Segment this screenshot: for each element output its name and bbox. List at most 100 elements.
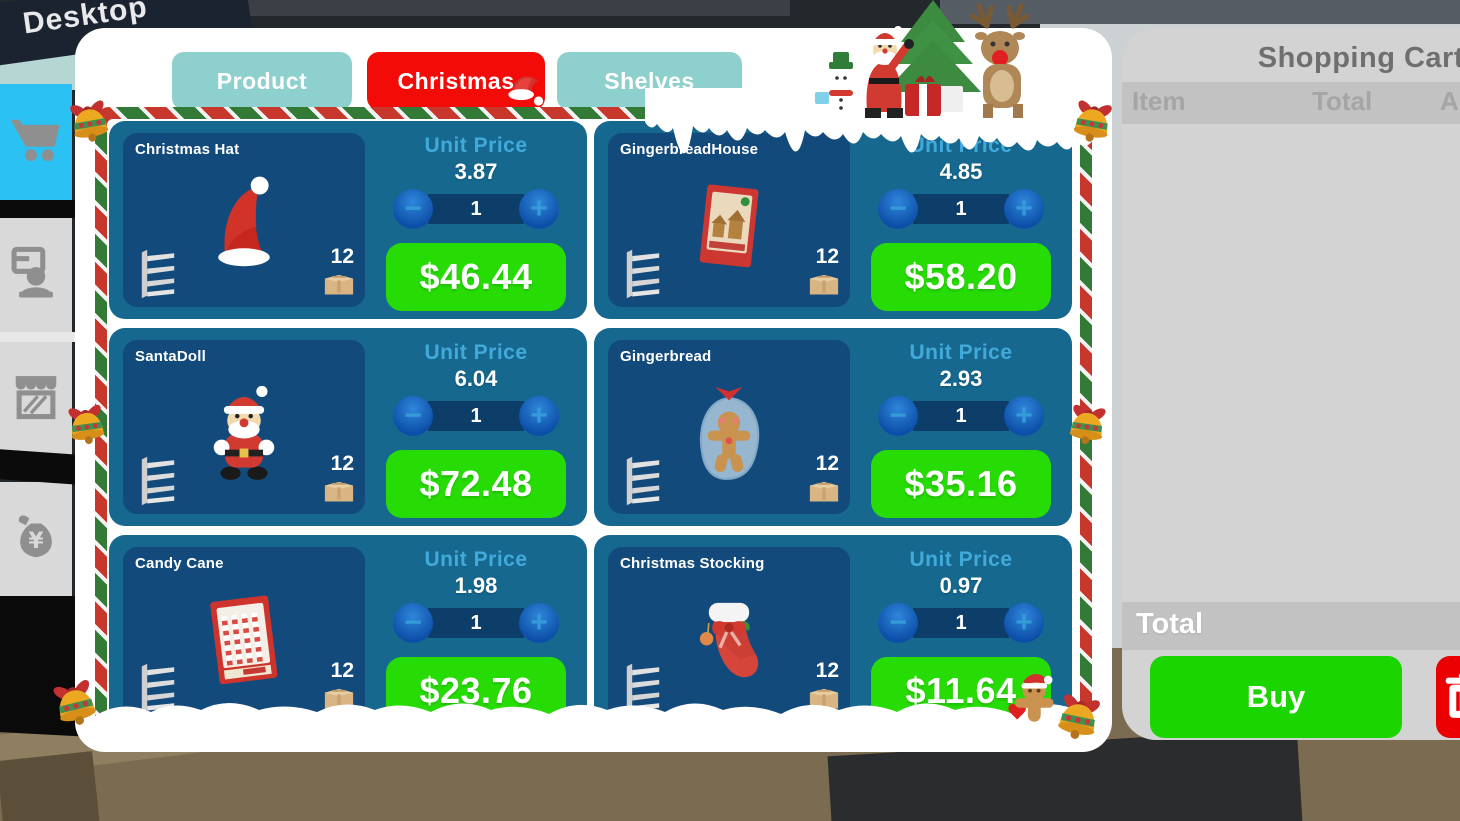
plus-icon: + [1015, 606, 1033, 639]
buy-item-price-button[interactable]: $46.44 [386, 243, 566, 311]
product-card: Christmas Hat 12 Unit Price 3.87 − 1 + $… [109, 121, 587, 319]
price-section: Unit Price 1.98 − 1 + $23.76 [365, 535, 587, 725]
box-icon [806, 268, 842, 298]
buy-item-price-button[interactable]: $58.20 [871, 243, 1051, 311]
increase-quantity-button[interactable]: + [1004, 603, 1044, 643]
product-name: Christmas Hat [135, 141, 240, 158]
stock-count: 12 [815, 452, 839, 475]
plus-icon: + [530, 192, 548, 225]
decrease-quantity-button[interactable]: − [878, 603, 918, 643]
decrease-quantity-button[interactable]: − [393, 603, 433, 643]
shelf-icon [616, 661, 670, 715]
quantity-value: 1 [913, 608, 1009, 638]
tab[interactable]: Christmas [367, 52, 545, 110]
decrease-quantity-button[interactable]: − [878, 189, 918, 229]
unit-price-value: 3.87 [454, 159, 498, 184]
clear-cart-button[interactable] [1436, 656, 1460, 738]
unit-price-value: 0.97 [939, 573, 983, 598]
shelf-icon [131, 247, 185, 301]
cart-header-row: Item Total A [1122, 82, 1460, 124]
product-card: Gingerbread 12 Unit Price 2.93 − 1 + $35… [594, 328, 1072, 526]
quantity-value: 1 [913, 401, 1009, 431]
tab[interactable]: Product [172, 52, 352, 110]
stock-indicator: 12 [321, 660, 357, 717]
stock-indicator: 12 [806, 660, 842, 717]
product-grid: Christmas Hat 12 Unit Price 3.87 − 1 + $… [109, 121, 1078, 725]
increase-quantity-button[interactable]: + [1004, 189, 1044, 229]
cart-icon [9, 113, 63, 172]
minus-icon: − [404, 606, 422, 639]
tab-label: Product [216, 67, 308, 94]
quantity-value: 1 [428, 194, 524, 224]
sidebar-button[interactable] [0, 218, 72, 332]
candy-stripe-frame: Christmas Hat 12 Unit Price 3.87 − 1 + $… [95, 107, 1092, 737]
product-tile: SantaDoll 12 [123, 340, 365, 514]
product-name: Candy Cane [135, 555, 224, 572]
price-section: Unit Price 0.97 − 1 + $11.64 [850, 535, 1072, 725]
tab-label: Shelves [604, 67, 695, 94]
sidebar-button[interactable] [0, 342, 72, 458]
product-tile: Christmas Stocking 12 [608, 547, 850, 721]
plus-icon: + [1015, 399, 1033, 432]
buy-item-price-button[interactable]: $23.76 [386, 657, 566, 725]
buy-item-price-button[interactable]: $11.64 [871, 657, 1051, 725]
sidebar-button[interactable]: ¥ [0, 482, 72, 596]
quantity-value: 1 [428, 608, 524, 638]
box-icon [321, 268, 357, 298]
plus-icon: + [1015, 192, 1033, 225]
buy-item-price-button[interactable]: $72.48 [386, 450, 566, 518]
unit-price-value: 6.04 [454, 366, 498, 391]
cart-total-band: Total [1122, 602, 1460, 650]
buy-item-price-button[interactable]: $35.16 [871, 450, 1051, 518]
unit-price-label: Unit Price [909, 341, 1013, 364]
minus-icon: − [404, 192, 422, 225]
product-tile: Christmas Hat 12 [123, 133, 365, 307]
unit-price-value: 2.93 [939, 366, 983, 391]
increase-quantity-button[interactable]: + [519, 396, 559, 436]
shelf-icon [131, 454, 185, 508]
buy-button[interactable]: Buy [1150, 656, 1402, 738]
increase-quantity-button[interactable]: + [1004, 396, 1044, 436]
shelf-icon [131, 661, 185, 715]
product-tile: Gingerbread 12 [608, 340, 850, 514]
quantity-stepper: − 1 + [393, 188, 559, 230]
product-image [188, 171, 300, 283]
tab[interactable]: Shelves [557, 52, 742, 110]
stock-count: 12 [330, 245, 354, 268]
product-image [188, 585, 300, 697]
shop-icon [9, 371, 63, 430]
unit-price-label: Unit Price [909, 134, 1013, 157]
decrease-quantity-button[interactable]: − [393, 396, 433, 436]
stock-count: 12 [330, 452, 354, 475]
price-section: Unit Price 4.85 − 1 + $58.20 [850, 121, 1072, 319]
product-name: Gingerbread [620, 348, 712, 365]
trash-icon [1444, 672, 1460, 723]
sidebar-divider [0, 200, 78, 218]
shopping-cart-panel: Shopping Cart Item Total A Total Buy [1122, 28, 1460, 740]
stock-count: 12 [330, 659, 354, 682]
stock-indicator: 12 [806, 453, 842, 510]
product-image [188, 378, 300, 490]
decrease-quantity-button[interactable]: − [878, 396, 918, 436]
increase-quantity-button[interactable]: + [519, 189, 559, 229]
sidebar-button[interactable] [0, 84, 72, 200]
santa-hat-icon [501, 68, 545, 112]
quantity-stepper: − 1 + [393, 395, 559, 437]
product-name: Christmas Stocking [620, 555, 765, 572]
product-tile: GingerbreadHouse 12 [608, 133, 850, 307]
minus-icon: − [889, 192, 907, 225]
floor-shadow-corner [0, 751, 100, 821]
stock-count: 12 [815, 245, 839, 268]
money-icon: ¥ [9, 510, 63, 569]
tab-label: Christmas [397, 67, 515, 94]
shelf-icon [616, 454, 670, 508]
quantity-stepper: − 1 + [878, 602, 1044, 644]
increase-quantity-button[interactable]: + [519, 603, 559, 643]
decrease-quantity-button[interactable]: − [393, 189, 433, 229]
box-icon [806, 682, 842, 712]
ceiling-shadow [170, 0, 790, 16]
unit-price-value: 1.98 [454, 573, 498, 598]
product-image [673, 378, 785, 490]
product-card: Candy Cane 12 Unit Price 1.98 − 1 + $23.… [109, 535, 587, 725]
